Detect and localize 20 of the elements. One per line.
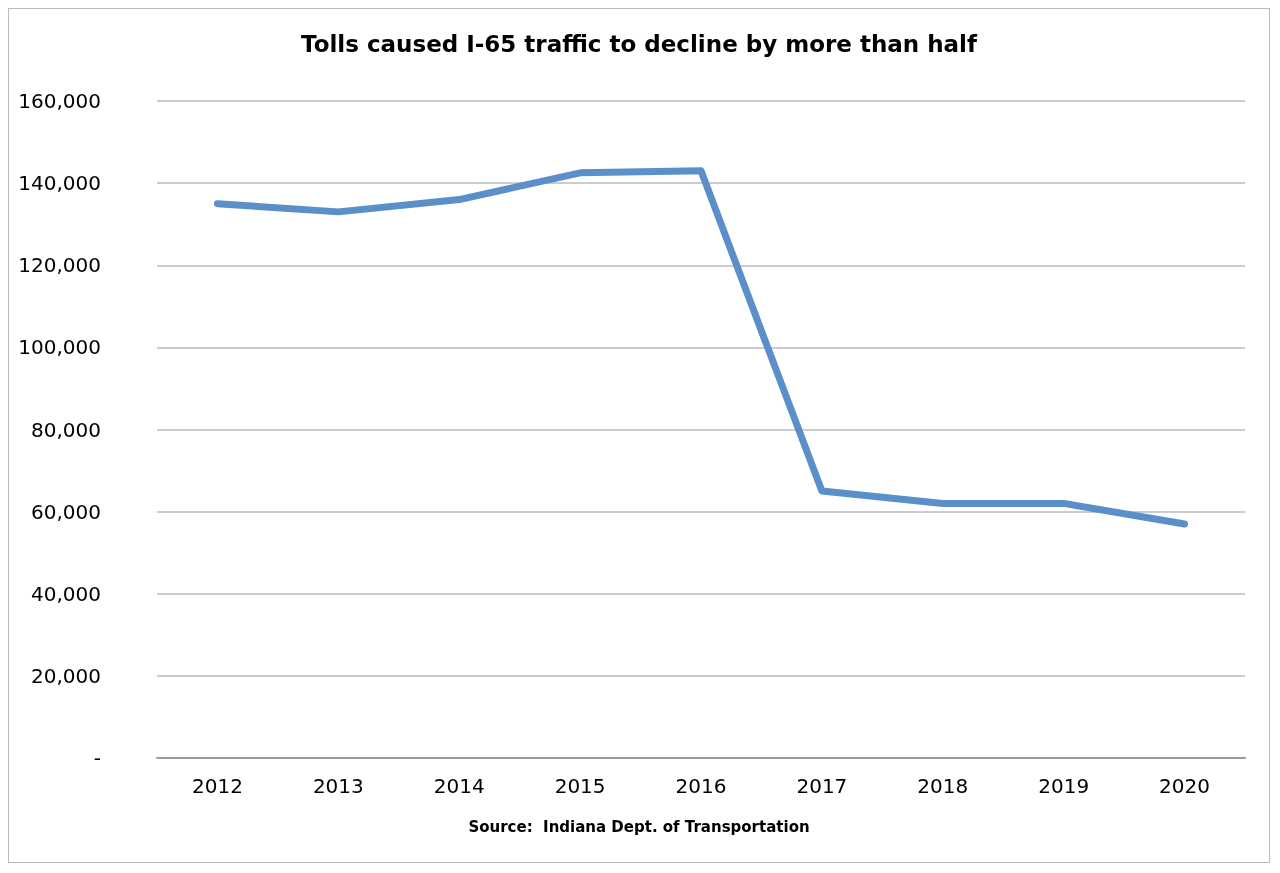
y-tick-label: 100,000 xyxy=(18,335,101,360)
y-tick-label: 120,000 xyxy=(18,253,101,278)
x-tick-label: 2019 xyxy=(1038,774,1090,798)
x-tick-label: 2020 xyxy=(1159,774,1211,798)
y-tick-label: 40,000 xyxy=(31,581,101,606)
source-note: Source: Indiana Dept. of Transportation xyxy=(468,817,810,836)
x-tick-label: 2016 xyxy=(675,774,727,798)
y-tick-label: 140,000 xyxy=(18,171,101,196)
y-tick-label: 160,000 xyxy=(18,89,101,113)
chart-title: Tolls caused I-65 traffic to decline by more than half xyxy=(301,30,978,57)
y-tick-label: 20,000 xyxy=(31,663,101,688)
y-tick-label: - xyxy=(93,746,101,770)
x-tick-label: 2012 xyxy=(191,774,243,798)
x-tick-label: 2018 xyxy=(917,774,969,798)
x-tick-label: 2015 xyxy=(554,774,606,798)
y-tick-label: 60,000 xyxy=(31,499,101,524)
x-tick-label: 2014 xyxy=(433,774,485,798)
x-tick-label: 2013 xyxy=(312,774,364,798)
y-tick-label: 80,000 xyxy=(31,417,101,442)
x-tick-label: 2017 xyxy=(796,774,848,798)
